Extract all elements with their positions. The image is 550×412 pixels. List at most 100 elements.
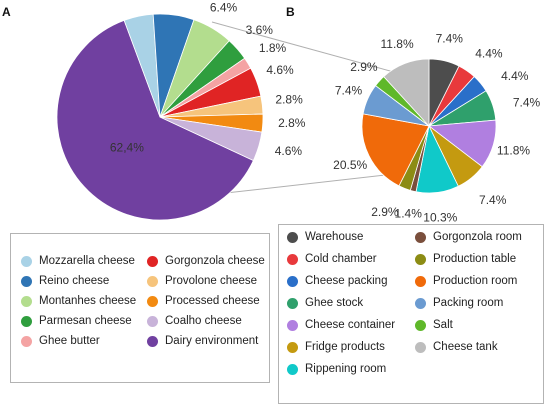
- legend-swatch: [147, 295, 158, 307]
- pie-a-label-gorgonzola-cheese: 4.6%: [266, 63, 294, 77]
- legend-swatch: [415, 275, 426, 287]
- legend-a-item-montanhes-cheese: Montanhes cheese: [21, 292, 136, 310]
- legend-label: Production room: [433, 275, 518, 287]
- legend-swatch: [147, 315, 158, 327]
- legend-a-item-mozzarella-cheese: Mozzarella cheese: [21, 252, 135, 270]
- legend-a: Mozzarella cheese Reino cheese Montanhes c…: [10, 233, 270, 383]
- legend-swatch: [21, 275, 32, 287]
- legend-label: Salt: [433, 319, 453, 331]
- legend-label: Cheese packing: [305, 275, 388, 287]
- legend-b-item-cheese-container: Cheese container: [287, 316, 395, 334]
- legend-a-item-parmesan-cheese: Parmesan cheese: [21, 312, 132, 330]
- legend-swatch: [287, 341, 298, 353]
- legend-swatch: [147, 335, 158, 347]
- pie-b-label-production-table: 2.9%: [371, 205, 399, 219]
- legend-swatch: [21, 315, 32, 327]
- pie-b-slice-cheese-tank: [383, 58, 430, 128]
- legend-label: Packing room: [433, 297, 504, 309]
- pie-a-label-dairy-environment: 62,4%: [110, 141, 144, 155]
- legend-a-item-coalho-cheese: Coalho cheese: [147, 312, 242, 330]
- pie-b-label-production-room: 20.5%: [333, 158, 367, 172]
- legend-label: Montanhes cheese: [39, 295, 137, 307]
- pie-a-label-parmesan-cheese: 3.6%: [246, 23, 274, 37]
- panel-b-letter: B: [286, 5, 295, 19]
- legend-label: Parmesan cheese: [39, 315, 132, 327]
- legend-b-item-warehouse: Warehouse: [287, 228, 363, 246]
- legend-label: Gorgonzola cheese: [165, 255, 265, 267]
- pie-b-label-rippening-room: 10.3%: [423, 210, 457, 224]
- legend-label: Rippening room: [305, 363, 387, 375]
- legend-label: Fridge products: [305, 341, 385, 353]
- pie-chart-a: 62,4% 4.6% 6.4% 6.4% 3.6% 1.8% 4.6% 2.8% 2.8% 4.6…: [56, 0, 306, 221]
- pie-b-label-warehouse: 7.4%: [436, 31, 464, 45]
- legend-swatch: [415, 319, 426, 331]
- legend-label: Cheese tank: [433, 341, 498, 353]
- pie-b-label-cheese-container: 11.8%: [497, 144, 530, 158]
- legend-swatch: [415, 253, 426, 265]
- legend-label: Coalho cheese: [165, 315, 242, 327]
- legend-label: Mozzarella cheese: [39, 255, 135, 267]
- legend-label: Reino cheese: [39, 275, 110, 287]
- legend-a-item-ghee-butter: Ghee butter: [21, 332, 100, 350]
- legend-a-item-dairy-environment: Dairy environment: [147, 332, 258, 350]
- legend-a-item-processed-cheese: Processed cheese: [147, 292, 260, 310]
- legend-b-item-cold-chamber: Cold chamber: [287, 250, 377, 268]
- pie-a-label-reino-cheese: 6.4%: [160, 0, 188, 1]
- legend-swatch: [287, 297, 298, 309]
- legend-b-item-cheese-packing: Cheese packing: [287, 272, 387, 290]
- pie-a-label-processed-cheese: 2.8%: [278, 116, 306, 130]
- legend-swatch: [287, 319, 298, 331]
- pie-b-label-fridge-products: 7.4%: [479, 193, 507, 207]
- legend-label: Provolone cheese: [165, 275, 258, 287]
- legend-label: Gorgonzola room: [433, 231, 522, 243]
- legend-b-item-rippening-room: Rippening room: [287, 360, 386, 378]
- pie-a-label-provolone-cheese: 2.8%: [275, 93, 303, 107]
- pie-a-slice-coalho-cheese: [159, 116, 263, 162]
- panel-a-letter: A: [2, 5, 11, 19]
- legend-label: Production table: [433, 253, 517, 265]
- pie-b-label-packing-room: 7.4%: [335, 84, 363, 98]
- pie-b-label-gorgonzola-room: 1.4%: [395, 207, 423, 221]
- legend-b-item-fridge-products: Fridge products: [287, 338, 385, 356]
- legend-swatch: [287, 231, 298, 243]
- pie-chart-b: 7.4%4.4%4.4%7.4%11.8%7.4%10.3%1.4%2.9%20…: [333, 31, 540, 224]
- legend-swatch: [147, 275, 158, 287]
- legend-b-item-production-table: Production table: [415, 250, 516, 268]
- legend-a-item-reino-cheese: Reino cheese: [21, 272, 109, 290]
- legend-swatch: [147, 255, 158, 267]
- legend-label: Ghee stock: [305, 297, 364, 309]
- legend-b-item-production-room: Production room: [415, 272, 517, 290]
- legend-a-item-gorgonzola-cheese: Gorgonzola cheese: [147, 252, 265, 270]
- legend-label: Cheese container: [305, 319, 396, 331]
- legend-label: Warehouse: [305, 231, 364, 243]
- legend-b-item-gorgonzola-room: Gorgonzola room: [415, 228, 522, 246]
- pie-a-label-coalho-cheese: 4.6%: [275, 144, 303, 158]
- legend-swatch: [21, 255, 32, 267]
- legend-b-item-ghee-stock: Ghee stock: [287, 294, 363, 312]
- legend-swatch: [415, 341, 426, 353]
- legend-swatch: [415, 297, 426, 309]
- legend-b: Warehouse Cold chamber Cheese packing Ghee …: [278, 224, 544, 404]
- pie-a-label-mozzarella-cheese: 4.6%: [113, 0, 141, 3]
- legend-swatch: [21, 295, 32, 307]
- pie-a-label-ghee-butter: 1.8%: [259, 41, 287, 55]
- pie-b-label-cheese-packing: 4.4%: [501, 69, 529, 83]
- pie-b-label-salt: 2.9%: [350, 60, 378, 74]
- legend-b-item-salt: Salt: [415, 316, 453, 334]
- legend-swatch: [287, 363, 298, 375]
- legend-label: Ghee butter: [39, 335, 100, 347]
- pie-a-label-montanhes-cheese: 6.4%: [210, 1, 238, 15]
- pie-b-slice-production-room: [361, 113, 430, 187]
- legend-a-item-provolone-cheese: Provolone cheese: [147, 272, 257, 290]
- legend-b-item-cheese-tank: Cheese tank: [415, 338, 498, 356]
- legend-swatch: [287, 253, 298, 265]
- legend-b-item-packing-room: Packing room: [415, 294, 503, 312]
- legend-swatch: [21, 335, 32, 347]
- pie-b-label-cheese-tank: 11.8%: [381, 37, 414, 51]
- legend-swatch: [415, 231, 426, 243]
- legend-label: Processed cheese: [165, 295, 260, 307]
- pie-a-slice-dairy-environment: [56, 19, 254, 221]
- legend-label: Cold chamber: [305, 253, 377, 265]
- pie-b-label-cold-chamber: 4.4%: [475, 47, 503, 61]
